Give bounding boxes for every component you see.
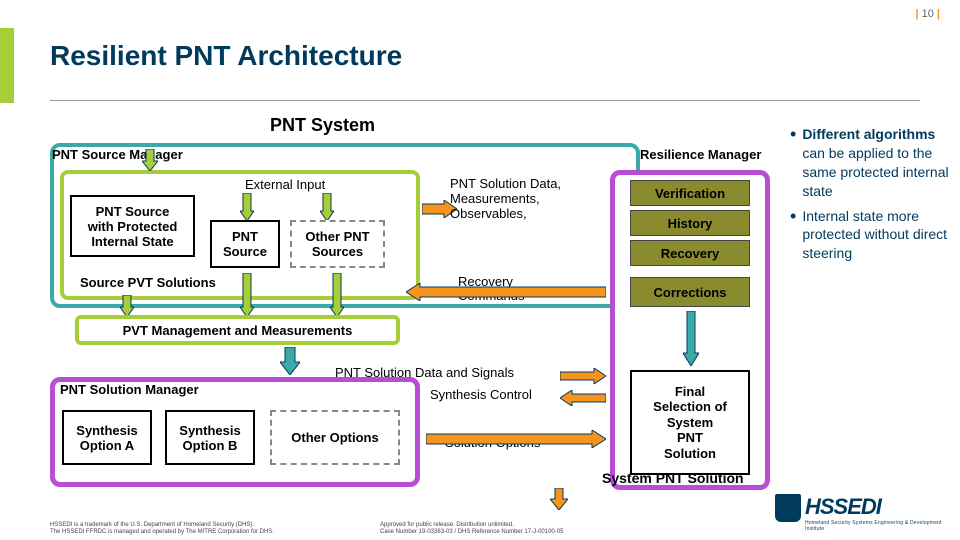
synthesis-a-box: Synthesis Option A xyxy=(62,410,152,465)
bullets: •Different algorithms can be applied to … xyxy=(790,125,950,269)
arrow-ext-1 xyxy=(240,193,254,221)
source-manager-label: PNT Source Manager xyxy=(52,147,183,162)
pnt-system-label: PNT System xyxy=(270,115,375,136)
arrow-system-to-src xyxy=(142,149,158,171)
arrow-final-down xyxy=(550,488,568,510)
arrow-pvt-2 xyxy=(240,273,254,317)
final-selection-box: Final Selection of System PNT Solution xyxy=(630,370,750,475)
system-sol-label: System PNT Solution xyxy=(602,470,744,486)
arrow-recovery-left xyxy=(406,283,606,301)
solution-mgr-label: PNT Solution Manager xyxy=(60,382,199,397)
pnt-source-box: PNT Source xyxy=(210,220,280,268)
corrections-box: Corrections xyxy=(630,277,750,307)
verification-box: Verification xyxy=(630,180,750,206)
logo: HSSEDI Homeland Security Systems Enginee… xyxy=(805,494,945,532)
shield-icon xyxy=(775,494,801,522)
arrow-pvt-1 xyxy=(120,295,134,317)
page-number: | 10 | xyxy=(915,8,940,20)
arrow-ext-2 xyxy=(320,193,334,221)
arrow-signals-right xyxy=(560,368,606,384)
synthesis-ctrl-label: Synthesis Control xyxy=(430,387,532,402)
arrow-syn-ctrl-left xyxy=(560,390,606,406)
arrow-pvt-3 xyxy=(330,273,344,317)
pvt-mgmt-box: PVT Management and Measurements xyxy=(75,315,400,345)
resilience-label: Resilience Manager xyxy=(640,147,761,162)
history-box: History xyxy=(630,210,750,236)
accent-bar xyxy=(0,28,14,103)
pnt-source-protected: PNT Source with Protected Internal State xyxy=(70,195,195,257)
other-pnt-sources-box: Other PNT Sources xyxy=(290,220,385,268)
src-pvt-label: Source PVT Solutions xyxy=(80,275,216,290)
footer-center: Approved for public release. Distributio… xyxy=(380,522,660,536)
recovery-box: Recovery xyxy=(630,240,750,266)
title-underline xyxy=(50,100,920,101)
other-options-box: Other Options xyxy=(270,410,400,465)
synthesis-b-box: Synthesis Option B xyxy=(165,410,255,465)
arrow-pvt-to-sol xyxy=(280,347,300,375)
page-title: Resilient PNT Architecture xyxy=(50,40,402,72)
data-meas-label: PNT Solution Data, Measurements, Observa… xyxy=(450,177,561,222)
external-input-label: External Input xyxy=(245,177,325,192)
arrow-sol-opts-right xyxy=(426,430,606,448)
footer-left: HSSEDI is a trademark of the U.S. Depart… xyxy=(50,522,350,536)
arrow-resilience-down xyxy=(683,311,699,366)
diagram: PNT System PNT Source Manager PNT Source… xyxy=(50,115,780,495)
